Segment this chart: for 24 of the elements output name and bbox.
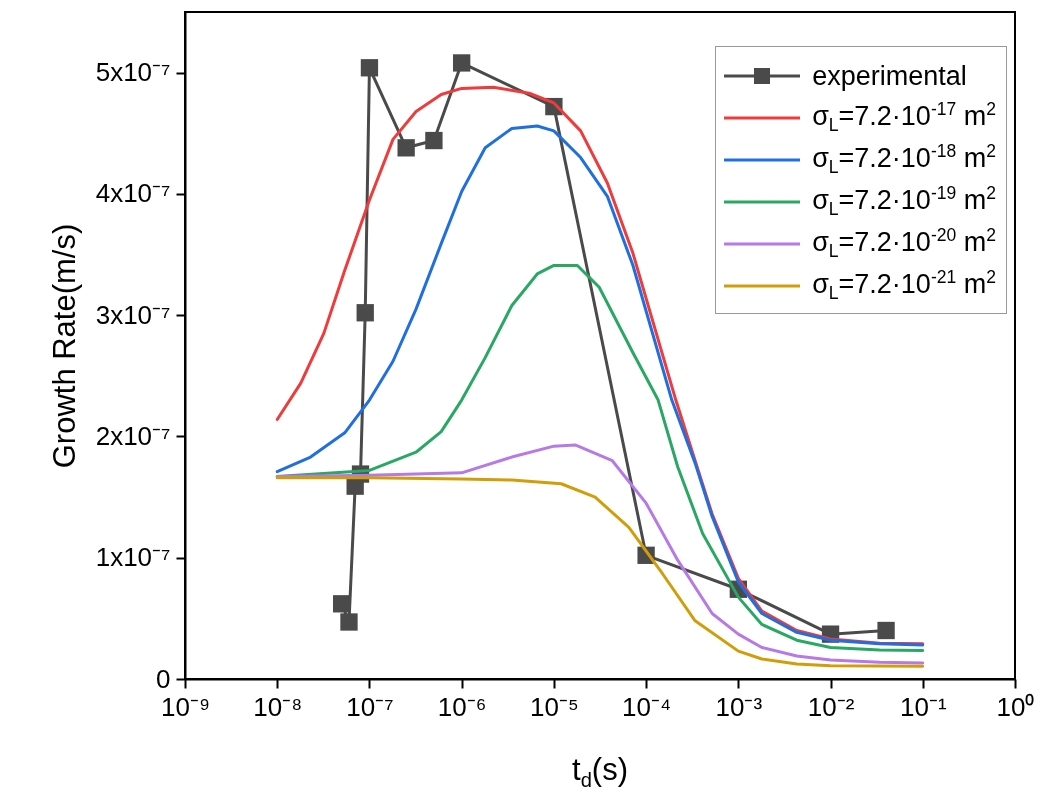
x-tick-label: 10⁻⁹ <box>160 691 211 722</box>
legend-label: σ$_{L}$=7.2·10$^{-17}$ m$^{2}$ <box>812 99 996 137</box>
x-tick-label: 10⁻⁵ <box>530 691 579 722</box>
x-tick-label: 10⁰ <box>996 691 1035 722</box>
x-tick-label: 10⁻³ <box>715 691 763 722</box>
legend-label: σ$_{L}$=7.2·10$^{-20}$ m$^{2}$ <box>812 225 996 263</box>
x-tick-label: 10⁻⁷ <box>346 691 394 722</box>
legend-label: σ$_{L}$=7.2·10$^{-18}$ m$^{2}$ <box>812 141 996 179</box>
y-tick-label: 3x10⁻⁷ <box>95 299 171 330</box>
legend-label: σ$_{L}$=7.2·10$^{-21}$ m$^{2}$ <box>812 267 996 305</box>
x-tick-label: 10⁻⁸ <box>253 691 303 722</box>
x-axis-title: t$_{d}$(s) <box>571 752 629 793</box>
x-tick-label: 10⁻¹ <box>899 691 947 722</box>
y-axis-title: Growth Rate(m/s) <box>46 223 82 469</box>
y-tick-label: 4x10⁻⁷ <box>95 178 171 209</box>
legend-label: σ$_{L}$=7.2·10$^{-19}$ m$^{2}$ <box>812 183 996 221</box>
y-tick-label: 0 <box>156 663 171 694</box>
x-tick-label: 10⁻² <box>807 691 855 722</box>
x-tick-label: 10⁻⁴ <box>622 691 672 722</box>
x-tick-label: 10⁻⁶ <box>437 691 487 722</box>
y-tick-label: 2x10⁻⁷ <box>95 420 171 451</box>
y-tick-label: 1x10⁻⁷ <box>95 542 171 573</box>
legend-label: experimental <box>812 60 967 92</box>
y-tick-label: 5x10⁻⁷ <box>95 57 171 88</box>
